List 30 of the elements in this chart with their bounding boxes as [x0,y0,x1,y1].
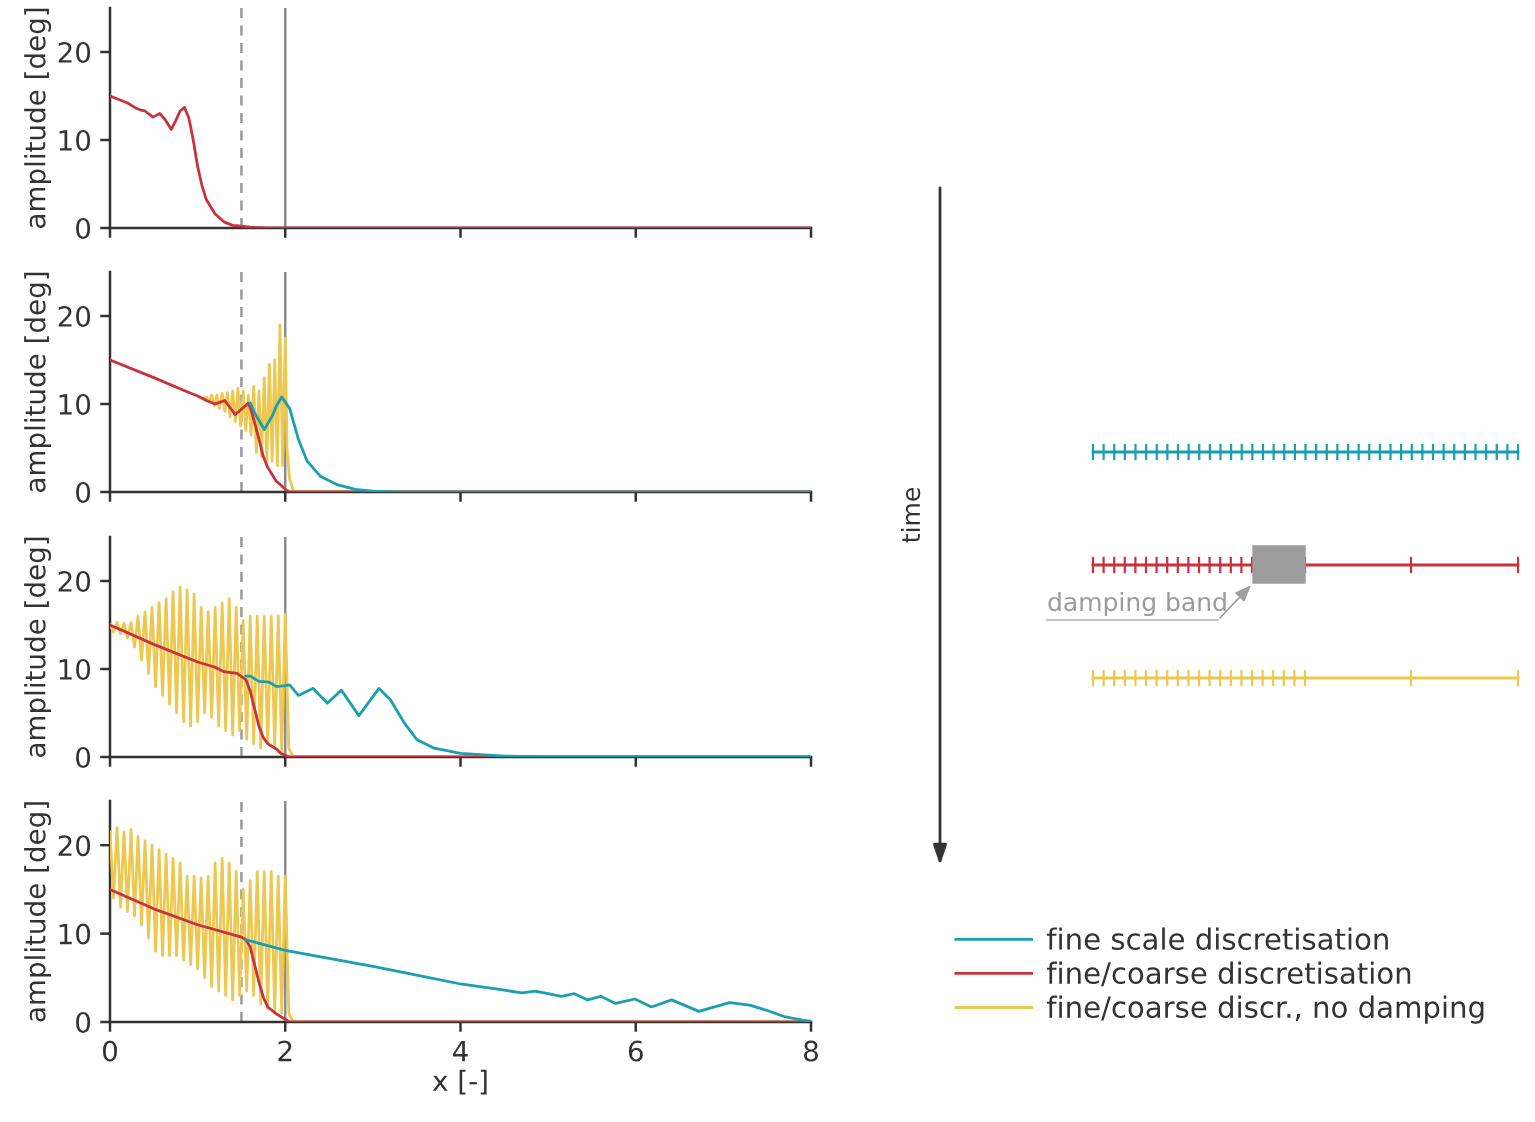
y-tick-label: 20 [58,41,91,63]
y-tick-label: 0 [76,481,91,503]
y-tick-label: 10 [59,393,91,415]
y-tick-label: 10 [59,923,91,945]
text: damping band [1048,591,1226,617]
x-axis-title: x [-] [432,1069,487,1095]
y-tick-label: 20 [58,305,91,327]
x-tick-label: 8 [804,1040,818,1062]
y-tick-label: 20 [58,570,91,592]
y-tick-label: 0 [76,1011,91,1033]
x-tick-label: 0 [102,1040,117,1062]
x-tick-label: 2 [278,1040,292,1062]
legend-label: fine/coarse discr., no damping [1046,995,1484,1024]
x-tick-label: 4 [453,1040,468,1062]
line-series [244,938,811,1022]
line-series [244,674,811,757]
y-tick-label: 0 [76,746,91,768]
y-axis-title: amplitude [deg] [24,802,52,1022]
legend-label: fine/coarse discretisation [1046,961,1411,987]
y-axis-title: amplitude [deg] [24,537,52,757]
y-tick-label: 0 [76,217,91,239]
y-axis-title: amplitude [deg] [24,8,52,228]
text: time [900,488,921,543]
legend-label: fine scale discretisation [1046,927,1388,950]
line-series [248,395,811,492]
y-axis-title: amplitude [deg] [24,272,52,492]
y-tick-label: 10 [59,129,91,151]
x-tick-label: 6 [628,1040,643,1062]
y-tick-label: 10 [59,658,91,680]
y-tick-label: 20 [58,835,91,857]
